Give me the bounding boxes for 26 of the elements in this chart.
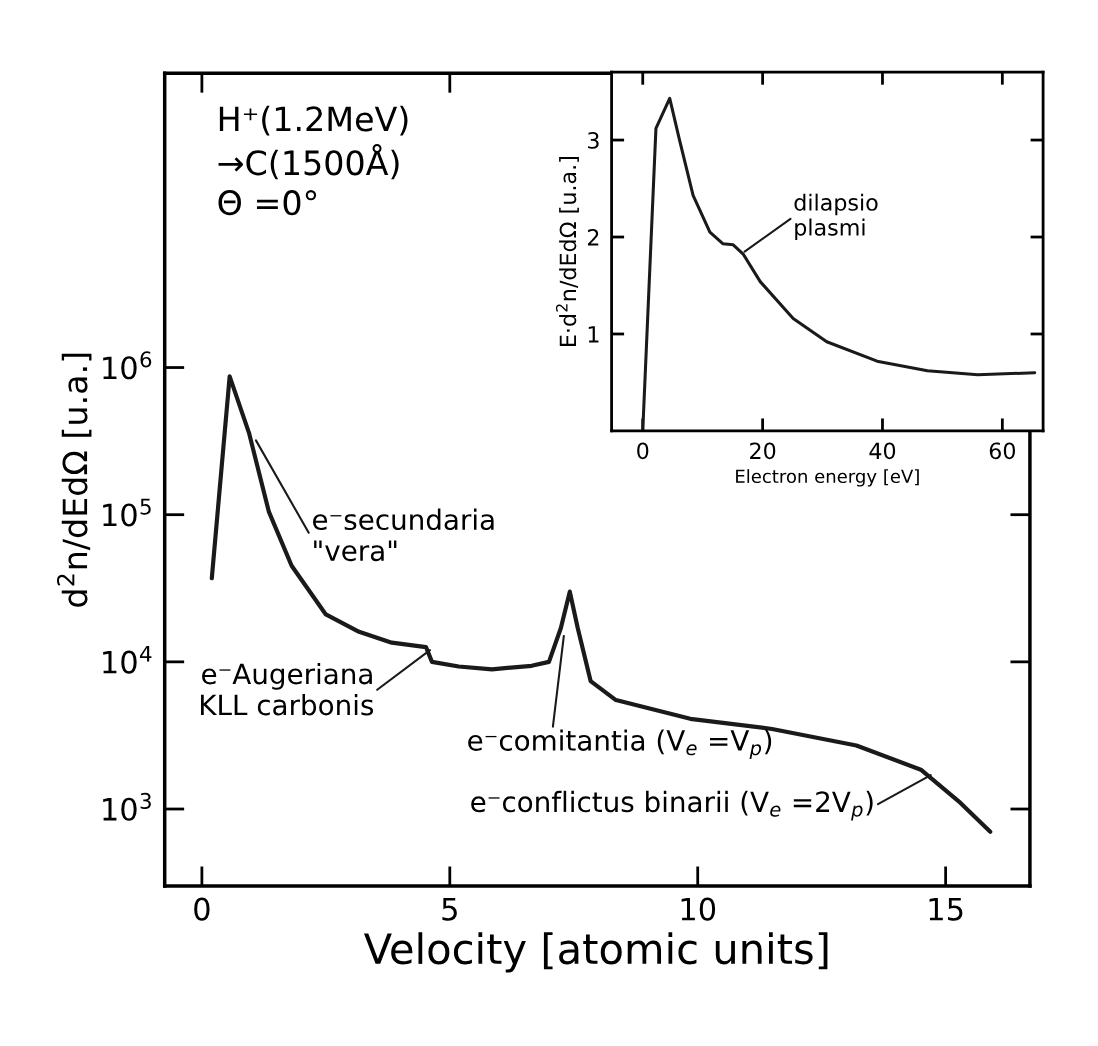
x-tick-label: 15 [929,898,963,921]
x-axis-title: Electron energy [eV] [736,469,919,487]
y-tick-label: 10$^{4}$ [103,645,152,674]
annotation: dilapsio plasmi [794,193,878,241]
x-tick-label: 5 [442,898,457,921]
y-tick-label: 3 [588,132,599,149]
x-tick-label: 0 [194,897,210,921]
x-tick-label: 10 [681,897,716,921]
y-axis-title: E·d$^{2}$n/dEdΩ [u.a.] [555,157,579,346]
annotation: H⁺(1.2MeV) →C(1500Å) Θ =0° [218,105,408,216]
y-tick-label: 1 [588,326,599,343]
annotation: e⁻comitantia (V$_{e}$ =V$_{p}$) [468,729,772,760]
y-tick-label: 10$^{6}$ [103,351,152,380]
annotation: e⁻secundaria "vera" [313,508,494,562]
x-tick-label: 40 [869,442,896,460]
y-tick-label: 2 [587,228,599,246]
y-tick-label: 10$^{5}$ [103,498,151,527]
annotation: e⁻conflictus binarii (V$_{e}$ =2V$_{p}$) [471,790,873,821]
x-tick-label: 20 [750,442,776,460]
y-axis-title: d$^{2}$n/dEdΩ [u.a.] [56,353,92,607]
y-tick-label: 10$^{3}$ [103,792,151,821]
annotation: e⁻Augeriana KLL carbonis [201,662,374,716]
x-tick-label: 0 [637,442,649,460]
line-series [641,96,1037,431]
x-axis-title: Velocity [atomic units] [363,932,828,973]
x-tick-label: 60 [989,442,1016,460]
